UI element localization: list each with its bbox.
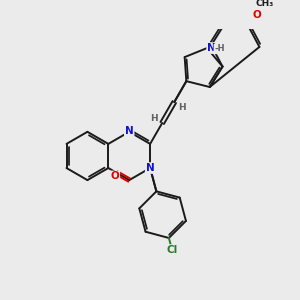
Text: N: N bbox=[146, 163, 154, 173]
Text: Cl: Cl bbox=[167, 245, 178, 255]
Text: H: H bbox=[150, 114, 158, 123]
Text: N: N bbox=[125, 126, 134, 136]
Text: O: O bbox=[252, 10, 261, 20]
Text: O: O bbox=[110, 171, 119, 182]
Text: CH₃: CH₃ bbox=[256, 0, 274, 8]
Text: -H: -H bbox=[214, 44, 225, 53]
Text: H: H bbox=[178, 103, 186, 112]
Text: N: N bbox=[207, 43, 216, 53]
